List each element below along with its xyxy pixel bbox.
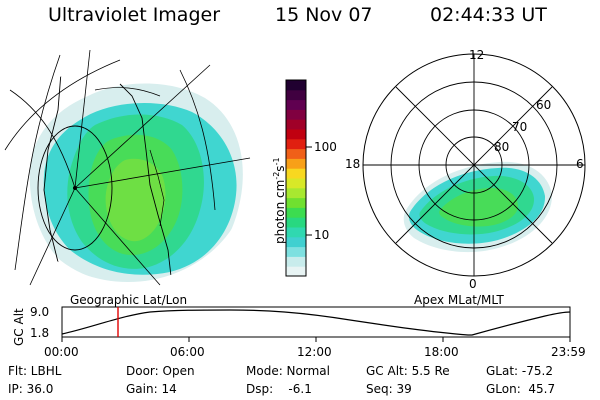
time-tick-0600: 06:00 xyxy=(170,345,205,359)
colorbar-segment xyxy=(286,148,306,159)
colorbar-segment xyxy=(286,197,306,208)
info-ip: IP: 36.0 xyxy=(8,382,54,396)
colorbar-segment xyxy=(286,236,306,248)
mlat-label-70: 70 xyxy=(512,120,528,134)
date-label: 15 Nov 07 xyxy=(275,4,373,26)
mlt-label-18: 18 xyxy=(345,157,361,171)
colorbar-unit-mid: s xyxy=(273,165,287,172)
colorbar-label-10: 10 xyxy=(314,228,330,242)
colorbar-segment xyxy=(286,138,306,150)
altitude-strip xyxy=(61,306,571,342)
colorbar-segment xyxy=(286,207,306,218)
time-tick-1800: 18:00 xyxy=(424,345,459,359)
colorbar-segment xyxy=(286,256,306,267)
time-tick-0000: 00:00 xyxy=(44,345,79,359)
info-gain: Gain: 14 xyxy=(126,382,177,396)
info-glon: GLon: 45.7 xyxy=(486,382,556,396)
colorbar-segment xyxy=(286,187,306,199)
colorbar-segment xyxy=(286,80,306,91)
time-label: 02:44:33 UT xyxy=(430,4,547,26)
colorbar-segment xyxy=(286,266,306,277)
info-door: Door: Open xyxy=(126,364,195,378)
colorbar-segment xyxy=(286,109,306,120)
colorbar-segment xyxy=(286,129,306,140)
mlt-label-0: 0 xyxy=(469,277,477,291)
altitude-y-top: 9.0 xyxy=(30,305,50,319)
colorbar-segment xyxy=(286,119,306,130)
colorbar-segment xyxy=(286,246,306,257)
colorbar-segment xyxy=(286,217,306,228)
geographic-caption: Geographic Lat/Lon xyxy=(70,293,188,307)
info-filter: Flt: LBHL xyxy=(8,364,62,378)
info-seq: Seq: 39 xyxy=(366,382,412,396)
time-tick-1200: 12:00 xyxy=(297,345,332,359)
colorbar-segment xyxy=(286,89,306,101)
polar-caption: Apex MLat/MLT xyxy=(414,293,504,307)
info-mode: Mode: Normal xyxy=(246,364,330,378)
colorbar-frame xyxy=(285,79,307,277)
mlat-label-60: 60 xyxy=(536,98,552,112)
instrument-title: Ultraviolet Imager xyxy=(48,4,221,26)
mlt-label-6: 6 xyxy=(576,157,584,171)
altitude-ylabel: GC Alt xyxy=(12,308,26,346)
colorbar-unit-label: photon cm-2s-1 xyxy=(272,157,287,244)
mlat-label-80: 80 xyxy=(494,140,510,154)
altitude-y-bottom: 1.8 xyxy=(30,326,50,340)
colorbar-segment xyxy=(286,158,306,169)
colorbar-label-100: 100 xyxy=(314,140,337,154)
colorbar-unit-base: photon cm xyxy=(273,179,287,244)
info-glat: GLat: -75.2 xyxy=(486,364,553,378)
info-dsp: Dsp: -6.1 xyxy=(246,382,312,396)
colorbar xyxy=(286,80,306,277)
colorbar-unit-exp1: -2 xyxy=(272,171,281,180)
colorbar-segment xyxy=(286,168,306,179)
info-gc-alt: GC Alt: 5.5 Re xyxy=(366,364,450,378)
colorbar-segment xyxy=(286,99,306,110)
geographic-image xyxy=(4,49,251,286)
mlt-label-12: 12 xyxy=(469,48,485,62)
colorbar-segment xyxy=(286,178,306,189)
colorbar-segment xyxy=(286,227,306,238)
polar-plot xyxy=(362,53,586,277)
colorbar-unit-exp2: -1 xyxy=(272,157,281,166)
time-tick-2359: 23:59 xyxy=(551,345,586,359)
